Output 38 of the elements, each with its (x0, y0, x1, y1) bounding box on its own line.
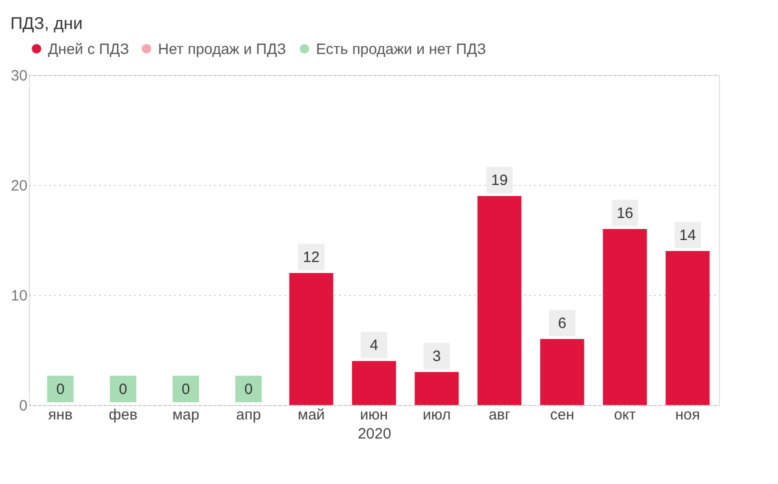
x-tick-label: янв (48, 406, 73, 424)
data-label: 0 (118, 381, 128, 398)
x-tick-label: ноя (675, 406, 700, 424)
bar (666, 251, 710, 405)
data-label: 16 (616, 205, 634, 222)
x-tick-label: авг (488, 406, 511, 424)
bar (602, 229, 647, 405)
bar (540, 339, 584, 405)
x-tick-label: фев (108, 406, 138, 424)
y-tick-label: 10 (10, 288, 28, 304)
data-label: 12 (302, 249, 320, 266)
legend-label: Дней с ПДЗ (48, 40, 129, 58)
x-tick-label: окт (614, 406, 636, 424)
x-tick-label: мар (172, 406, 200, 424)
x-tick-label: июн (360, 406, 388, 424)
data-label: 6 (558, 315, 566, 332)
data-label: 19 (491, 172, 508, 189)
legend-label: Нет продаж и ПДЗ (158, 40, 286, 58)
bar (352, 361, 396, 405)
bar (414, 372, 459, 405)
data-label: 3 (432, 348, 441, 365)
data-label: 4 (370, 337, 378, 354)
x-tick-label: сен (550, 406, 574, 424)
x-tick-label: май (298, 406, 325, 424)
x-axis-title: 2020 (358, 426, 392, 442)
data-label: 14 (679, 227, 696, 244)
x-tick-label: апр (236, 406, 261, 424)
y-tick-label: 20 (10, 178, 28, 194)
y-tick-label: 30 (10, 68, 28, 84)
y-tick-label: 0 (19, 398, 28, 414)
data-label: 0 (182, 381, 190, 398)
data-label: 0 (244, 381, 253, 398)
chart-title: ПДЗ, дни (10, 14, 83, 33)
bar (477, 196, 522, 405)
legend-label: Есть продажи и нет ПДЗ (316, 40, 486, 58)
x-tick-label: июл (422, 406, 451, 424)
bar (289, 273, 334, 405)
data-label: 0 (56, 381, 65, 398)
